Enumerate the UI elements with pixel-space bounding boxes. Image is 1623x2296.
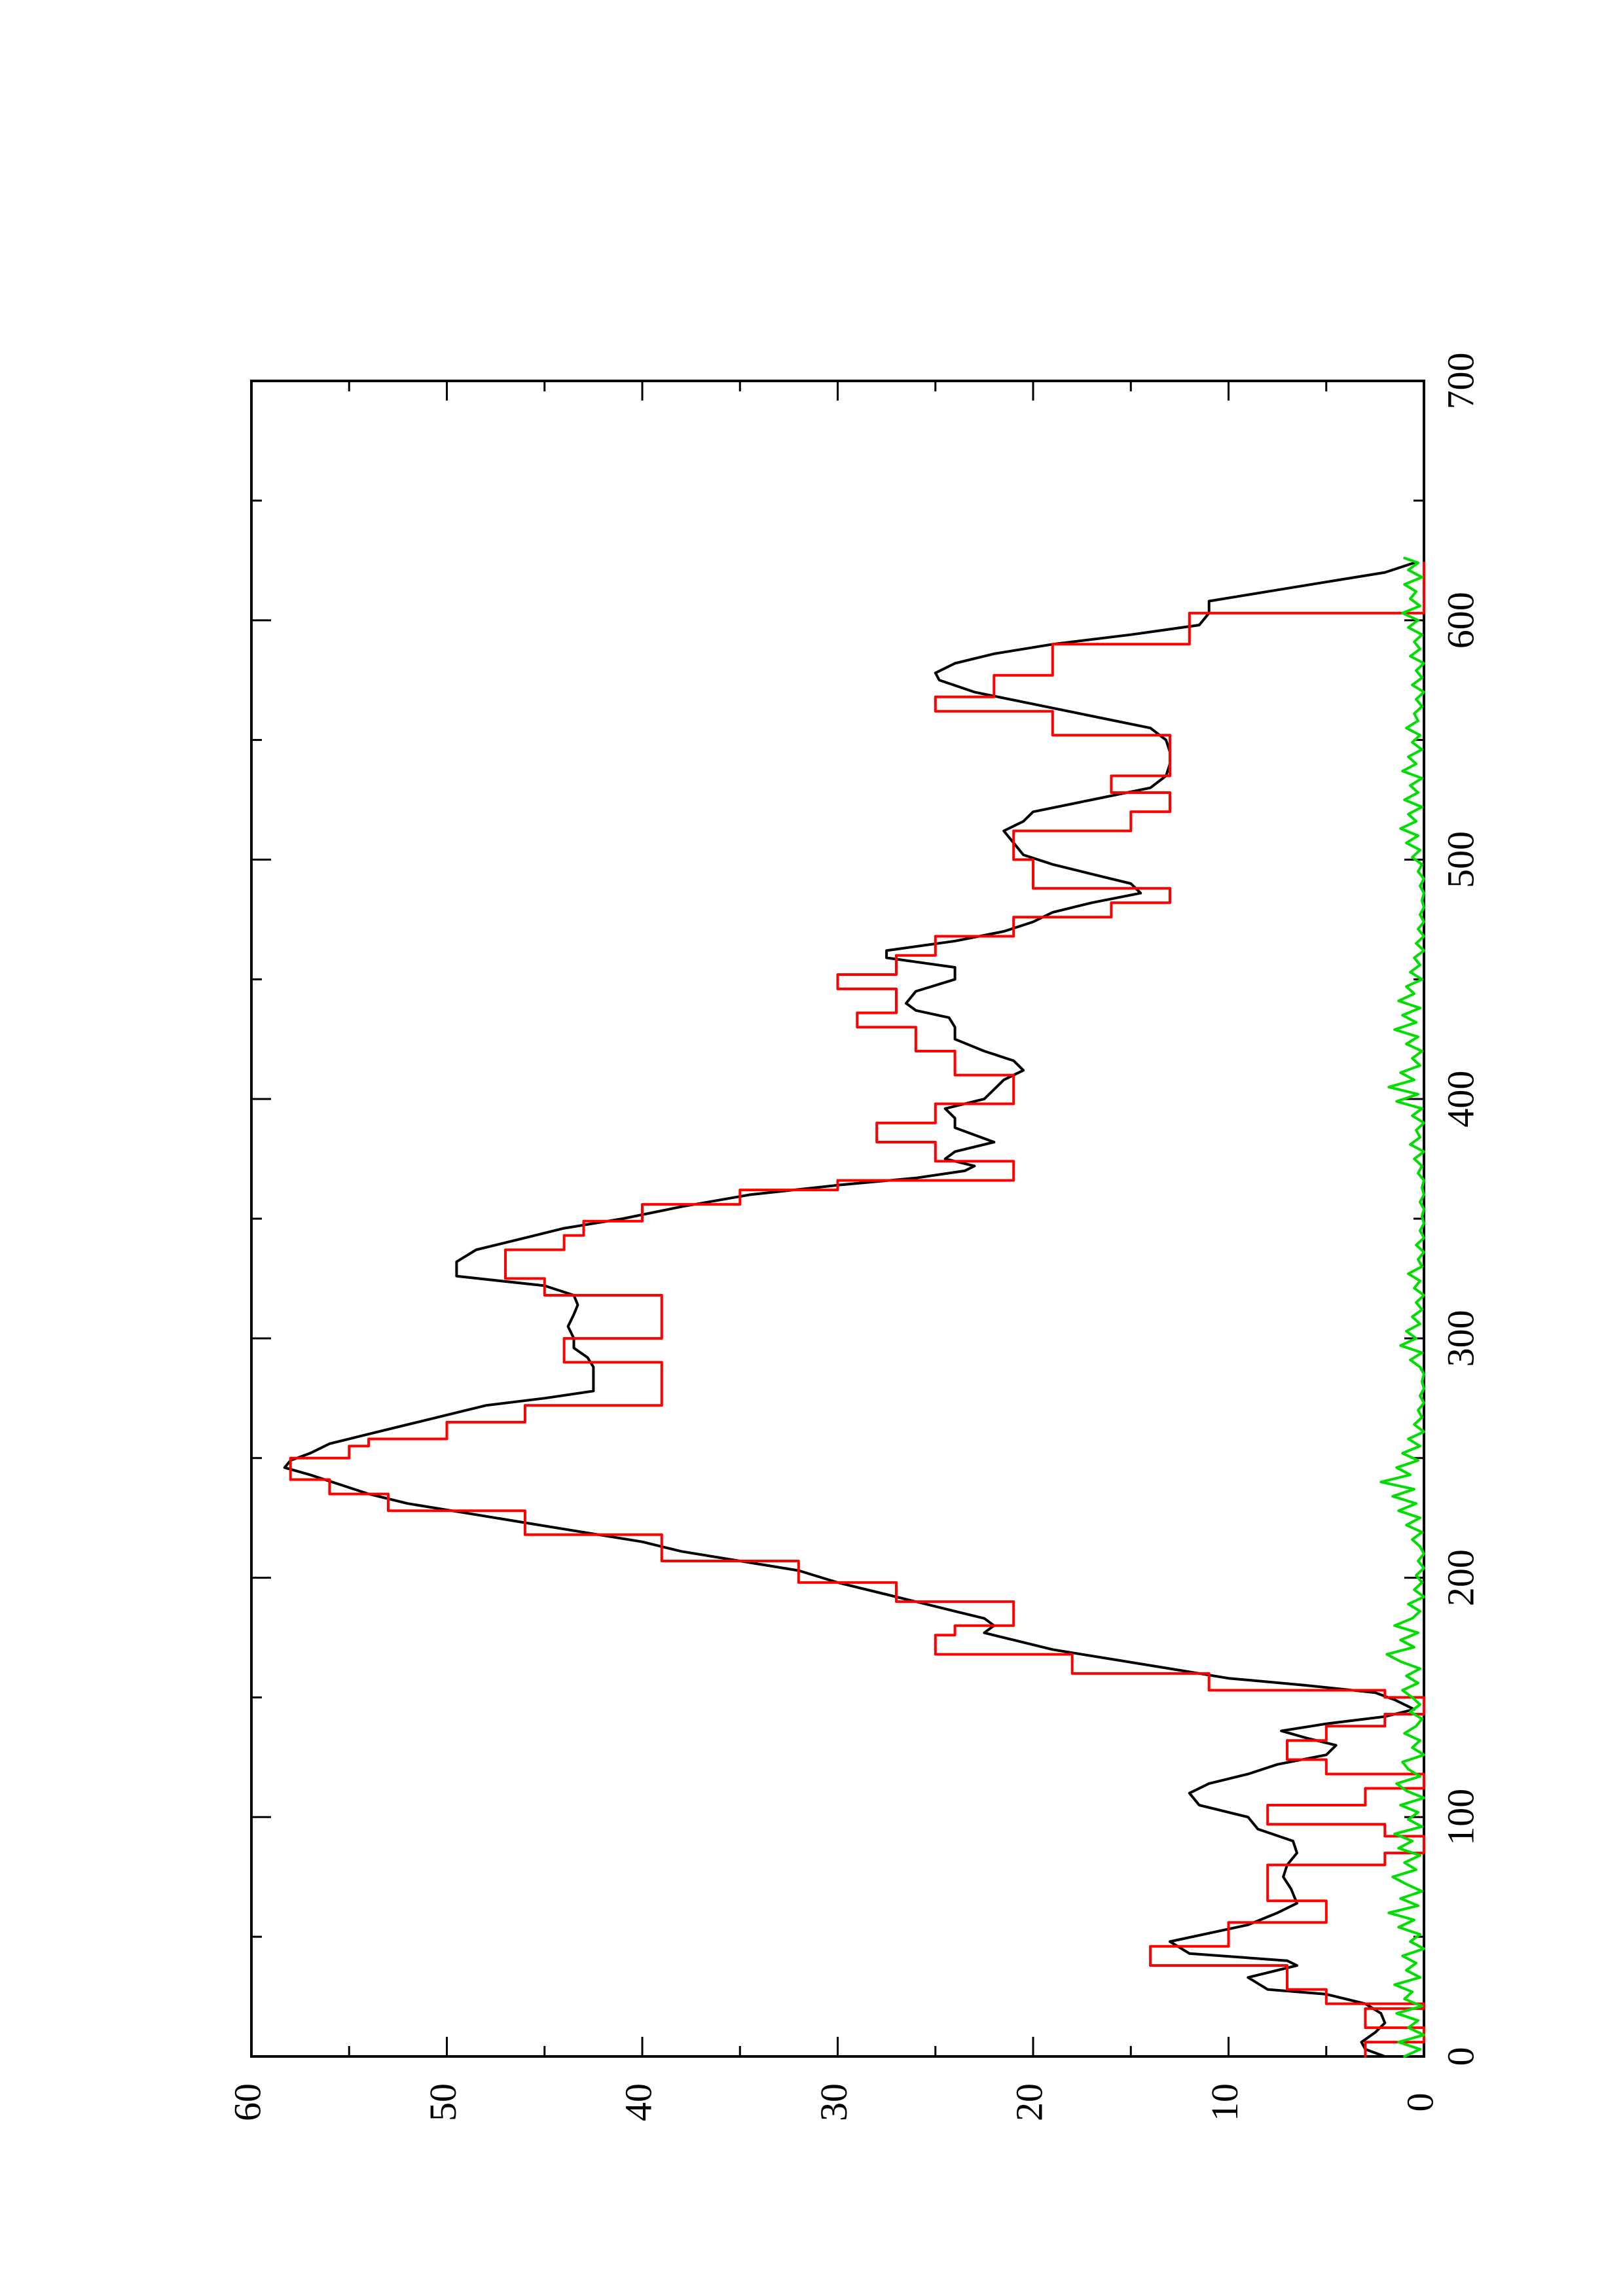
y-tick-label: 60 [226, 2083, 268, 2121]
x-tick-label: 100 [1439, 1789, 1482, 1846]
y-tick-label: 40 [617, 2083, 659, 2121]
y-tick-label: 50 [422, 2083, 464, 2121]
x-tick-label: 500 [1439, 831, 1482, 888]
plot-frame [250, 380, 1425, 2058]
x-tick-label: 400 [1439, 1071, 1482, 1128]
y-tick-label: 30 [812, 2083, 855, 2121]
chart-area: 0 100 200 300 400 500 600 700 0 10 20 30 40 50 60 [226, 353, 1482, 2122]
x-tick-label: 700 [1439, 353, 1482, 410]
x-tick-label: 600 [1439, 592, 1482, 649]
x-tick-label: 0 [1439, 2047, 1482, 2066]
y-tick-label: 20 [1008, 2083, 1050, 2121]
y-tick-label: 0 [1398, 2093, 1441, 2112]
series-line-1 [283, 561, 1416, 2058]
x-tick-label: 200 [1439, 1549, 1482, 1606]
x-tick-label: 300 [1439, 1310, 1482, 1367]
series-line-3 [1379, 556, 1425, 2058]
series-line-2 [289, 561, 1425, 2058]
y-tick-label: 10 [1203, 2083, 1246, 2121]
